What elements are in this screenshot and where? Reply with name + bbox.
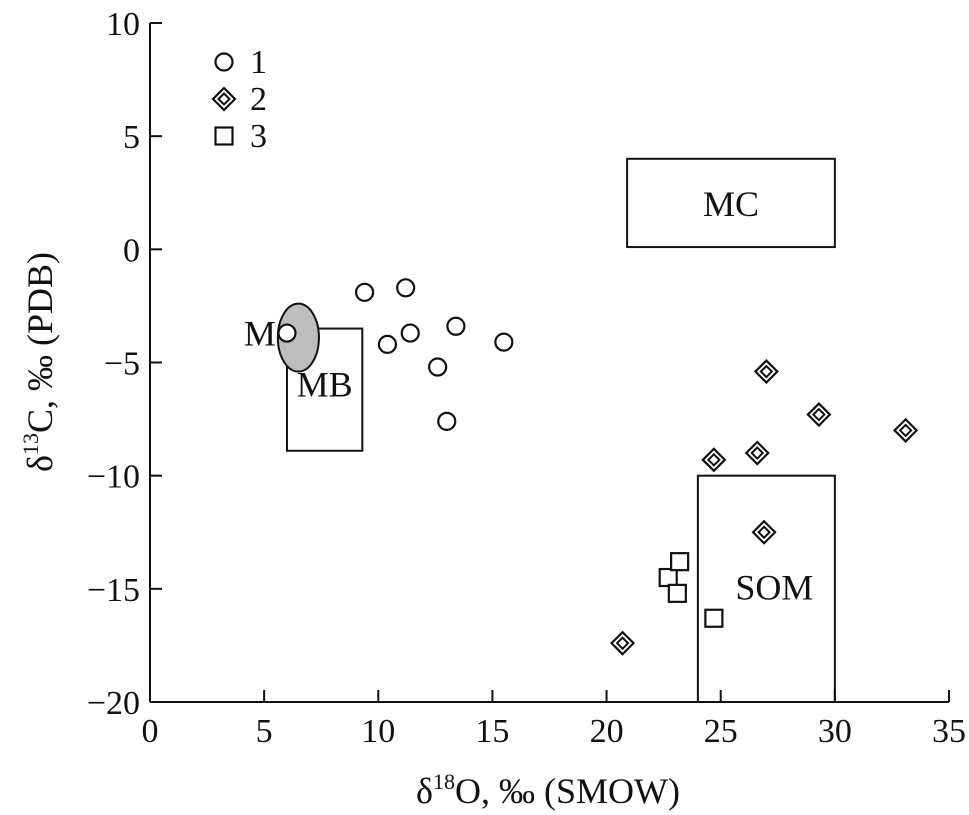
y-tick-label: 10 <box>106 6 140 43</box>
point-series-2 <box>753 358 779 385</box>
legend-marker-3 <box>214 126 234 146</box>
legend-label-1: 1 <box>250 44 267 81</box>
point-series-1 <box>354 282 375 302</box>
point-series-3 <box>670 552 690 572</box>
y-axis-title: δ13C, ‰ (PDB) <box>18 252 60 472</box>
legend-label-2: 2 <box>250 81 267 118</box>
legend-label-3: 3 <box>250 118 267 155</box>
x-axis-title: δ18O, ‰ (SMOW) <box>416 769 680 811</box>
point-series-1 <box>446 316 466 336</box>
plot-frame <box>149 23 949 703</box>
x-tick-label: 0 <box>142 713 159 750</box>
y-tick-label: −10 <box>87 459 140 496</box>
region-som-label: SOM <box>735 568 813 608</box>
data-points <box>277 278 919 656</box>
point-series-2 <box>701 447 727 473</box>
y-tick-label: −20 <box>87 685 140 722</box>
region-mb-label: MB <box>297 365 353 405</box>
y-tick-label: −15 <box>87 572 140 609</box>
diamond-inner <box>615 636 630 651</box>
x-tick-label: 20 <box>590 713 624 750</box>
x-axis-title-prefix: δ <box>416 771 433 811</box>
point-series-2 <box>893 417 919 443</box>
y-tick-label: 5 <box>123 119 140 156</box>
region-mb-box <box>285 327 364 452</box>
y-axis-title-sup: 13 <box>18 433 43 455</box>
legend-marker-1 <box>214 52 234 72</box>
region-m-ellipse <box>276 302 320 373</box>
y-axis-title-prefix: δ <box>20 455 60 472</box>
diamond-inner <box>811 407 826 422</box>
x-tick-label: 30 <box>818 713 852 750</box>
point-series-3 <box>667 583 687 603</box>
legend-marker-2 <box>211 86 237 112</box>
point-series-3 <box>704 608 724 628</box>
point-series-1 <box>377 334 398 354</box>
region-mc-box <box>626 157 836 249</box>
region-som-box <box>696 474 836 703</box>
regions: MC MB SOM M <box>244 157 836 703</box>
diamond-inner <box>759 364 774 379</box>
point-series-1 <box>277 323 297 343</box>
x-tick-label: 25 <box>704 713 738 750</box>
point-series-2 <box>806 402 832 428</box>
diamond-inner <box>898 423 913 438</box>
diamond-inner <box>706 452 721 467</box>
x-axis: 0 5 10 15 20 25 30 35 <box>142 690 966 750</box>
x-tick-label: 15 <box>475 713 509 750</box>
y-axis-title-suffix: C, ‰ (PDB) <box>20 252 60 433</box>
diamond-inner <box>757 525 772 540</box>
y-tick-label: 0 <box>123 232 140 269</box>
y-tick-label: −5 <box>104 346 140 383</box>
x-tick-label: 5 <box>256 713 273 750</box>
point-series-2 <box>744 440 770 466</box>
point-series-1 <box>396 278 416 298</box>
point-series-3 <box>658 567 678 588</box>
legend: 123 <box>211 44 267 155</box>
y-axis: −20 −15 −10 −5 0 5 10 <box>87 6 162 722</box>
point-series-2 <box>609 630 636 656</box>
point-series-1 <box>437 411 457 431</box>
diamond-inner <box>217 92 231 106</box>
point-series-2 <box>751 519 777 545</box>
x-axis-title-suffix: O, ‰ (SMOW) <box>455 771 680 811</box>
x-axis-title-sup: 18 <box>433 769 455 794</box>
point-series-1 <box>428 357 448 377</box>
region-m-label: M <box>244 314 276 354</box>
diamond-inner <box>750 446 765 460</box>
x-tick-label: 35 <box>932 713 966 750</box>
point-series-1 <box>400 323 420 343</box>
region-mc-label: MC <box>703 184 759 224</box>
x-tick-label: 10 <box>361 713 395 750</box>
point-series-1 <box>494 332 514 352</box>
